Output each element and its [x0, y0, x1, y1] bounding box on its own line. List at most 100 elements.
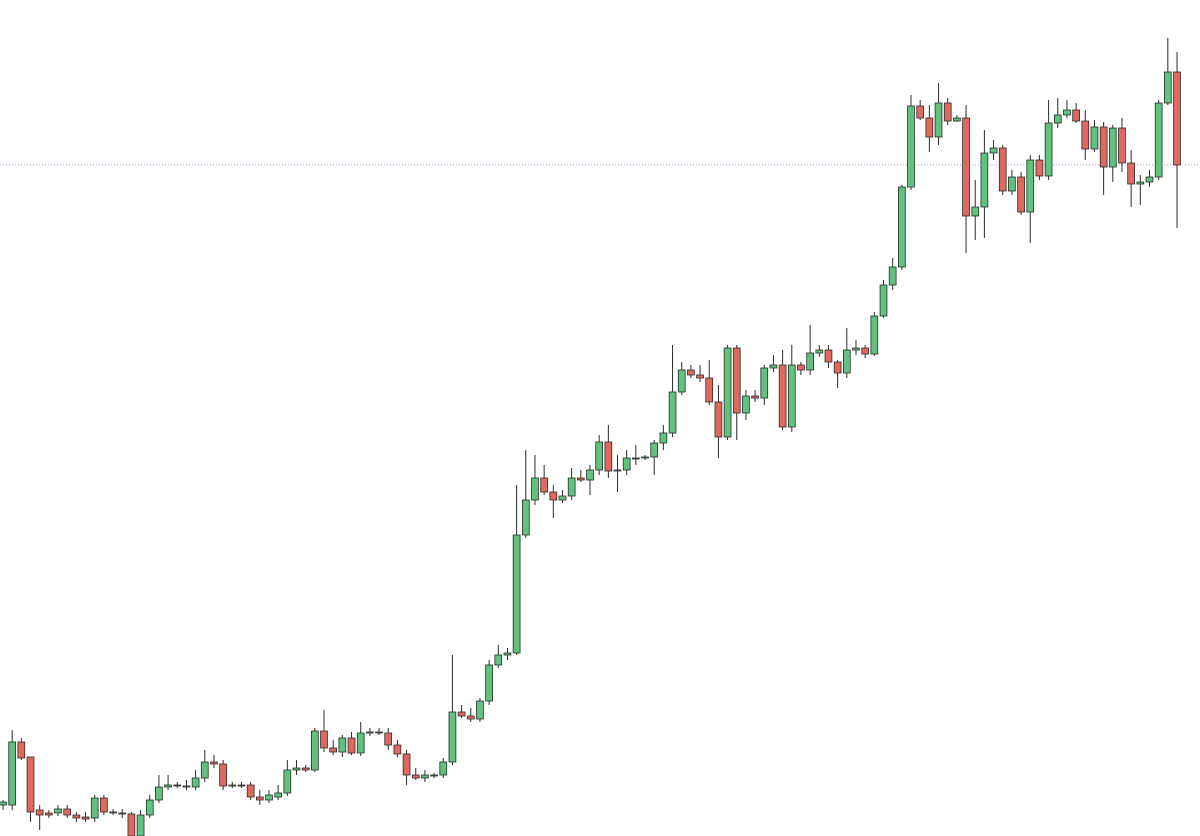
candle-body: [714, 401, 723, 438]
candle-body: [613, 469, 622, 472]
candle-body: [118, 812, 127, 815]
candle-body: [283, 769, 292, 794]
candle-body: [265, 794, 273, 801]
candle-body: [953, 117, 961, 122]
candle-body: [751, 395, 759, 399]
candle-body: [1035, 159, 1044, 177]
candle-body: [109, 811, 117, 814]
candle-body: [136, 814, 145, 836]
candle-body: [200, 761, 209, 779]
candle-body: [742, 395, 750, 414]
candle-body: [641, 456, 649, 459]
candle-body: [787, 364, 796, 428]
candle-body: [35, 809, 44, 816]
candle-body: [127, 813, 136, 836]
candle-body: [1163, 71, 1172, 104]
candle-body: [723, 347, 732, 438]
candle-body: [421, 774, 429, 779]
candle-body: [971, 206, 980, 217]
candle-body: [1145, 176, 1154, 183]
candle-body: [26, 756, 35, 813]
candle-body: [411, 774, 420, 779]
candle-body: [567, 477, 576, 497]
candle-body: [17, 741, 26, 759]
candle-body: [1136, 181, 1145, 185]
candle-body: [659, 432, 668, 444]
candle-body: [237, 784, 246, 787]
candle-body: [182, 785, 191, 788]
candle-body: [1053, 114, 1062, 124]
candle-body: [503, 652, 512, 656]
candle-body: [439, 761, 448, 776]
candle-body: [1173, 71, 1181, 166]
candle-body: [769, 364, 778, 369]
candle-body: [485, 664, 493, 702]
candle-body: [852, 347, 860, 351]
candle-body: [925, 117, 934, 138]
candle-body: [63, 808, 72, 816]
candle-body: [705, 377, 714, 403]
candle-body: [540, 477, 548, 493]
candle-body: [1063, 109, 1071, 116]
candle-body: [1081, 120, 1090, 150]
candle-body: [228, 784, 237, 787]
candle-body: [393, 744, 402, 755]
candle-body: [1154, 102, 1163, 178]
candle-body: [732, 347, 741, 414]
candle-body: [898, 186, 906, 268]
candle-body: [338, 737, 347, 753]
candle-body: [246, 784, 255, 798]
candle-body: [806, 352, 814, 371]
candle-body: [54, 808, 62, 814]
candle-body: [907, 105, 915, 188]
candle-body: [1099, 126, 1108, 168]
candle-body: [1008, 176, 1016, 192]
candle-body: [797, 364, 805, 371]
candle-body: [81, 816, 90, 820]
candle-body: [650, 442, 659, 458]
candle-body: [164, 784, 172, 788]
candle-body: [0, 801, 7, 806]
candle-body: [329, 747, 338, 753]
candle-body: [1127, 162, 1135, 185]
candle-body: [210, 761, 218, 765]
candle-body: [448, 711, 457, 763]
candle-body: [375, 731, 383, 734]
candle-body: [1118, 127, 1126, 164]
candle-body: [622, 457, 631, 471]
candle-body: [1072, 109, 1080, 122]
candle-body: [943, 102, 952, 122]
candle-body: [366, 731, 374, 734]
candle-body: [384, 732, 393, 746]
candle-body: [962, 117, 970, 217]
candle-body: [760, 367, 769, 399]
candle-body: [989, 147, 998, 154]
candle-body: [191, 777, 200, 788]
candle-body: [1017, 176, 1025, 213]
candle-body: [824, 349, 833, 363]
candle-body: [632, 457, 640, 460]
candle-body: [274, 792, 282, 798]
candle-body: [155, 786, 163, 801]
candle-body: [861, 347, 869, 355]
candle-body: [677, 369, 686, 393]
candle-body: [998, 147, 1007, 192]
candle-body: [402, 753, 411, 776]
candle-body: [870, 315, 879, 355]
candle-body: [45, 812, 53, 816]
candle-body: [549, 491, 558, 501]
candle-body: [833, 361, 842, 374]
candle-body: [320, 730, 328, 749]
candle-body: [934, 102, 943, 138]
candle-body: [879, 284, 888, 317]
candle-body: [778, 364, 787, 428]
candle-body: [90, 797, 99, 819]
candle-body: [219, 763, 227, 787]
candle-body: [494, 654, 503, 666]
candle-body: [815, 349, 824, 354]
candle-body: [980, 152, 989, 208]
candle-body: [145, 799, 154, 816]
candle-body: [100, 797, 108, 813]
